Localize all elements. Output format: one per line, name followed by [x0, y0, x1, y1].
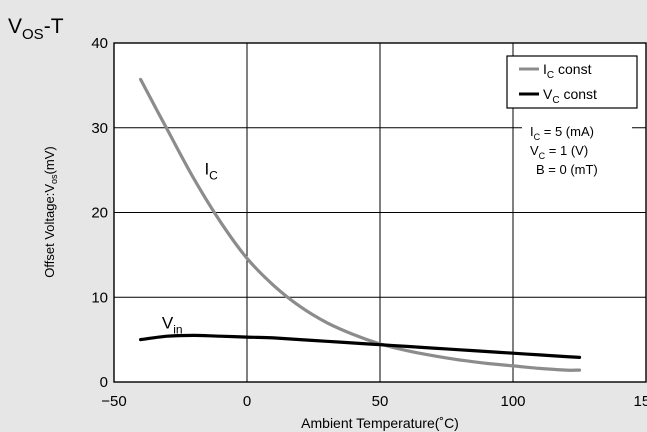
y-tick-labels: 0 10 20 30 40 — [91, 35, 108, 391]
annotation-ic: IC — [204, 159, 218, 182]
x-tick-label: 150 — [633, 393, 647, 410]
y-tick-label: 10 — [91, 289, 108, 306]
series-line-vc-const — [139, 333, 582, 359]
y-tick-label: 0 — [100, 374, 108, 391]
plot-frame — [113, 42, 647, 383]
y-tick-label: 20 — [91, 205, 108, 222]
series-line-ic-const — [139, 77, 582, 372]
legend-label-ic-const: IC const — [543, 61, 592, 81]
chart-title: VOS-T — [8, 15, 64, 43]
legend-label-vc-const: VC const — [543, 86, 597, 106]
x-tick-label: 100 — [500, 393, 525, 410]
condition-vc: VC = 1 (V) — [530, 143, 588, 161]
condition-ic: IC = 5 (mA) — [530, 124, 594, 142]
x-tick-label: −50 — [101, 393, 126, 410]
y-tick-label: 30 — [91, 120, 108, 137]
conditions-background — [522, 116, 632, 180]
x-tick-labels: −50 0 50 100 150 — [101, 393, 647, 410]
x-tick-label: 0 — [243, 393, 251, 410]
condition-b: B = 0 (mT) — [536, 162, 598, 177]
y-axis-label: Offset Voltage:Vos(mV) — [42, 146, 59, 277]
y-tick-label: 40 — [91, 35, 108, 52]
series-layer — [139, 77, 582, 372]
legend: IC const VC const — [506, 55, 638, 109]
conditions-box: IC = 5 (mA) VC = 1 (V) B = 0 (mT) — [522, 116, 632, 180]
x-axis-label: Ambient Temperature(˚C) — [301, 415, 459, 431]
x-tick-label: 50 — [372, 393, 389, 410]
legend-box — [506, 55, 638, 109]
annotation-vin: Vin — [162, 314, 183, 337]
